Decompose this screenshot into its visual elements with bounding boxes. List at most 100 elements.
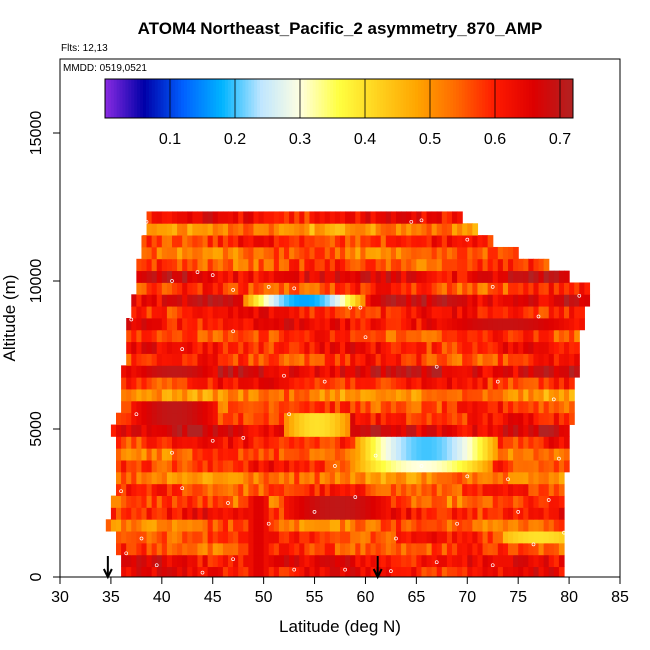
heatmap-cell <box>284 566 290 577</box>
heatmap-cell <box>482 554 489 568</box>
heatmap-cell <box>497 341 504 354</box>
heatmap-cell <box>513 365 519 378</box>
heatmap-cell <box>538 436 545 449</box>
heatmap-cell <box>294 258 300 272</box>
heatmap-cell <box>161 424 168 437</box>
heatmap-cell <box>350 282 356 295</box>
heatmap-cell <box>166 460 173 473</box>
heatmap-cell <box>146 270 153 283</box>
heatmap-cell <box>177 258 183 272</box>
heatmap-cell <box>375 282 382 295</box>
heatmap-cell <box>533 436 540 449</box>
heatmap-cell <box>177 389 183 402</box>
sample-point <box>322 379 327 384</box>
heatmap-cell <box>207 258 214 272</box>
heatmap-cell <box>396 400 402 414</box>
heatmap-cell <box>446 531 453 544</box>
colorbar-segment <box>233 79 238 118</box>
heatmap-cell <box>416 400 423 414</box>
x-tick-label: 30 <box>51 589 69 606</box>
heatmap-cell <box>472 329 479 343</box>
heatmap-cell <box>421 270 428 283</box>
heatmap-cell <box>380 270 387 283</box>
heatmap-cell <box>228 235 234 248</box>
heatmap-cell <box>533 306 540 319</box>
heatmap-cell <box>131 329 137 343</box>
heatmap-cell <box>284 400 290 414</box>
heatmap-cell <box>187 223 193 236</box>
heatmap-cell <box>543 471 550 485</box>
heatmap-cell <box>446 318 453 331</box>
heatmap-cell <box>207 412 214 425</box>
heatmap-cell <box>477 436 484 449</box>
heatmap-cell <box>151 223 158 236</box>
heatmap-cell <box>472 318 479 331</box>
heatmap-cell <box>182 318 188 331</box>
heatmap-cell <box>238 566 244 577</box>
heatmap-cell <box>523 341 529 354</box>
heatmap-cell <box>146 211 153 224</box>
heatmap-cell <box>233 483 239 496</box>
heatmap-cell <box>268 353 275 366</box>
heatmap-cell <box>187 424 193 437</box>
heatmap-cell <box>513 377 519 390</box>
heatmap-cell <box>421 566 428 577</box>
heatmap-cell <box>340 341 346 354</box>
heatmap-cell <box>319 412 326 425</box>
heatmap-cell <box>502 424 509 437</box>
heatmap-cell <box>518 424 524 437</box>
heatmap-cell <box>446 282 453 295</box>
heatmap-cell <box>172 246 178 260</box>
heatmap-cell <box>355 436 361 449</box>
heatmap-cell <box>243 495 249 508</box>
heatmap-cell <box>487 507 494 520</box>
heatmap-cell <box>192 294 199 307</box>
colorbar-segment <box>473 79 477 118</box>
heatmap-cell <box>390 294 397 307</box>
heatmap-cell <box>243 412 249 425</box>
heatmap-cell <box>182 495 188 508</box>
heatmap-cell <box>467 318 473 331</box>
heatmap-cell <box>497 483 504 496</box>
heatmap-cell <box>579 294 585 307</box>
heatmap-cell <box>492 519 499 532</box>
heatmap-cell <box>166 306 173 319</box>
heatmap-cell <box>385 389 392 402</box>
heatmap-cell <box>411 542 417 556</box>
heatmap-cell <box>492 318 499 331</box>
heatmap-cell <box>212 353 219 366</box>
heatmap-cell <box>441 246 448 260</box>
heatmap-cell <box>131 412 137 425</box>
heatmap-cell <box>146 412 153 425</box>
heatmap-cell <box>370 270 377 283</box>
heatmap-cell <box>334 306 341 319</box>
heatmap-cell <box>182 211 188 224</box>
heatmap-cell <box>411 258 417 272</box>
heatmap-cell <box>131 341 137 354</box>
heatmap-cell <box>411 294 417 307</box>
colorbar-segment <box>295 79 299 118</box>
heatmap-cell <box>278 318 285 331</box>
heatmap-cell <box>233 554 239 568</box>
heatmap-cell <box>396 542 402 556</box>
heatmap-cell <box>182 483 188 496</box>
heatmap-cell <box>553 566 560 577</box>
heatmap-cell <box>238 424 244 437</box>
heatmap-cell <box>528 542 535 556</box>
heatmap-cell <box>187 483 193 496</box>
heatmap-cell <box>238 389 244 402</box>
heatmap-cell <box>436 223 443 236</box>
heatmap-cell <box>426 542 433 556</box>
heatmap-cell <box>258 270 265 283</box>
heatmap-cell <box>299 507 305 520</box>
y-tick-label: 15000 <box>28 111 45 156</box>
heatmap-cell <box>431 495 438 508</box>
colorbar-segment <box>248 79 252 118</box>
colorbar-segment <box>315 79 320 118</box>
heatmap-cell <box>441 353 448 366</box>
heatmap-cell <box>314 365 321 378</box>
heatmap-cell <box>187 318 193 331</box>
heatmap-cell <box>319 436 326 449</box>
heatmap-cell <box>502 294 509 307</box>
heatmap-cell <box>380 246 387 260</box>
